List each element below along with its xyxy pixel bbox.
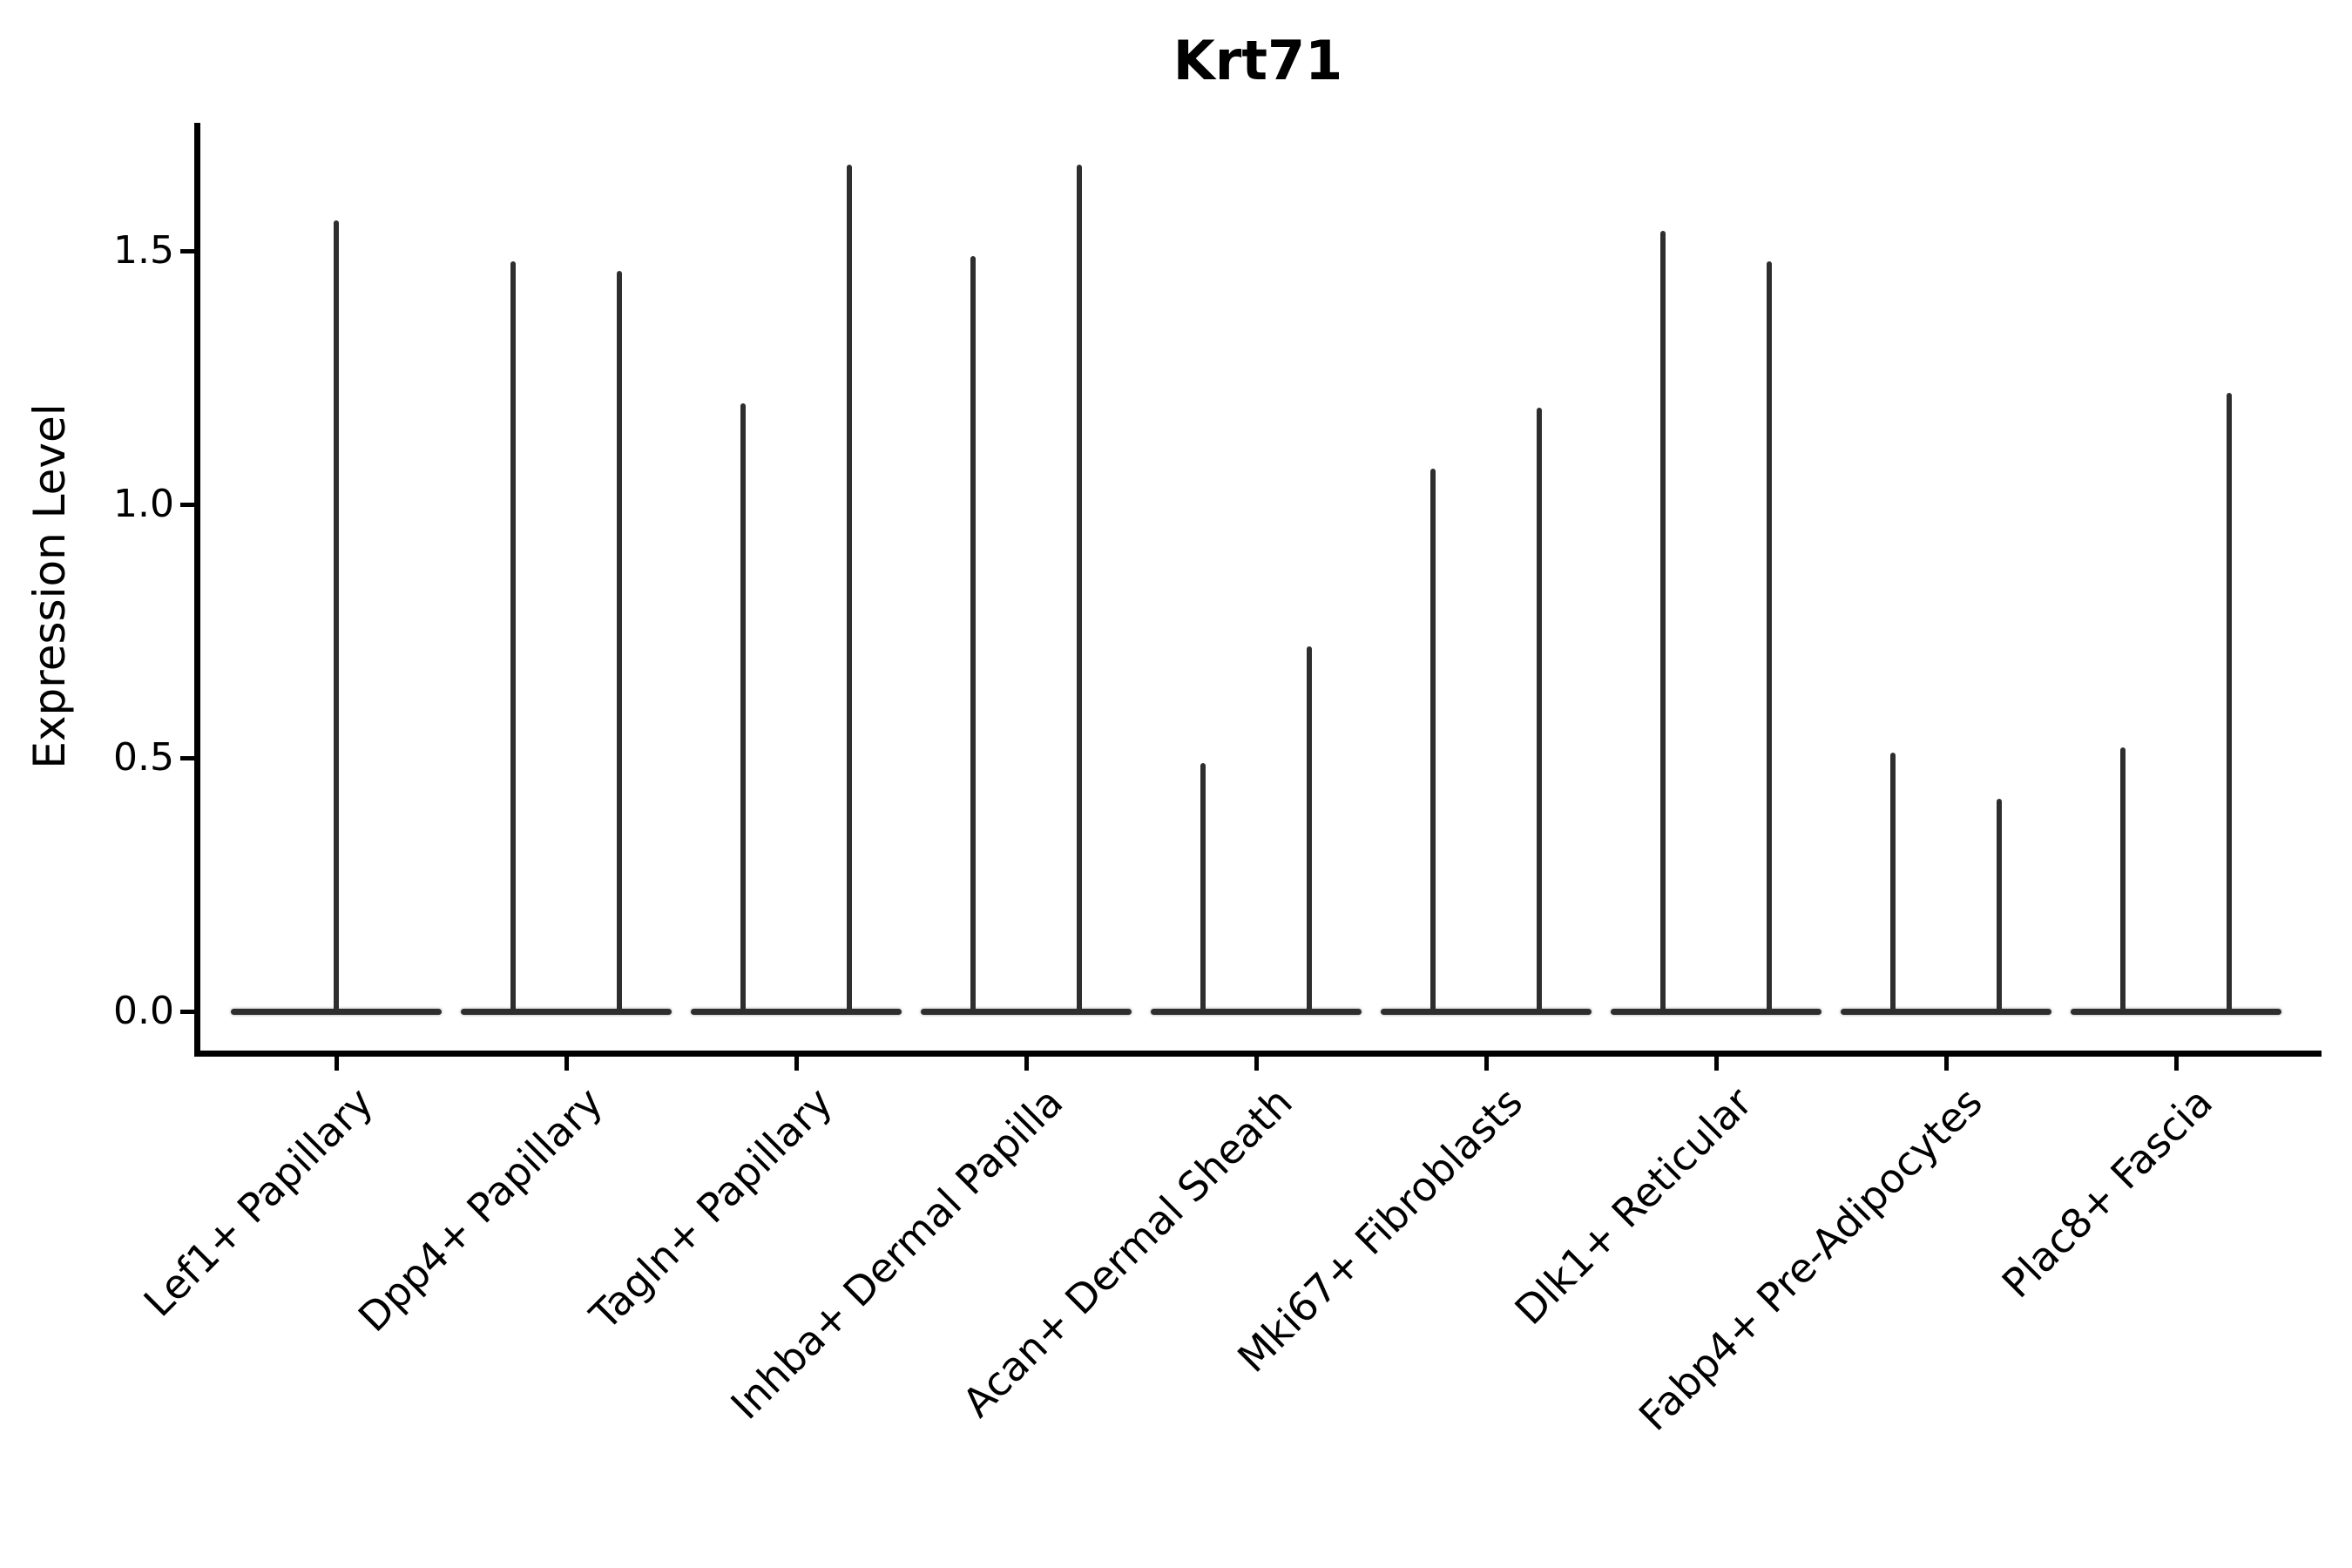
violin-spike — [1996, 798, 2002, 1011]
violin-base — [690, 1009, 902, 1015]
x-tick — [1254, 1057, 1259, 1071]
y-tick — [180, 1010, 194, 1014]
violin-spike — [1890, 753, 1896, 1011]
violin-spike — [1766, 260, 1772, 1011]
x-tick-label: Lef1+ Papillary — [134, 1078, 382, 1326]
violin-spike — [1536, 408, 1542, 1011]
x-tick — [794, 1057, 799, 1071]
violin-spike — [1660, 230, 1666, 1011]
violin-spike — [846, 165, 852, 1011]
x-tick-label: Plac8+ Fascia — [1992, 1078, 2222, 1308]
x-tick — [2174, 1057, 2179, 1071]
violin-spike — [334, 220, 339, 1011]
x-tick-label: Dlk1+ Reticular — [1505, 1078, 1762, 1335]
y-axis-spine — [194, 123, 200, 1057]
y-tick-label: 0.5 — [113, 735, 174, 780]
violin-spike — [510, 260, 517, 1011]
violin-spike — [2226, 392, 2232, 1011]
x-tick — [1484, 1057, 1489, 1071]
x-tick-label: Tagln+ Papillary — [581, 1078, 842, 1339]
x-tick-label: Dpp4+ Papillary — [348, 1078, 612, 1342]
violin-spike — [1430, 469, 1436, 1011]
y-tick-label: 1.0 — [113, 482, 174, 526]
x-axis-spine — [194, 1051, 2322, 1057]
violin-spike — [616, 271, 622, 1011]
y-tick — [180, 503, 194, 507]
x-tick — [1944, 1057, 1949, 1071]
violin-spike — [740, 402, 747, 1011]
violin-base — [1840, 1009, 2052, 1015]
y-tick — [180, 249, 194, 253]
violin-base — [1150, 1009, 1362, 1015]
violin-base — [1610, 1009, 1822, 1015]
x-tick — [1024, 1057, 1029, 1071]
violin-base — [230, 1009, 443, 1015]
x-tick — [564, 1057, 569, 1071]
violin-spike — [1076, 165, 1082, 1011]
violin-base — [460, 1009, 672, 1015]
y-tick-label: 0.0 — [113, 989, 174, 1033]
violin-base — [2070, 1009, 2282, 1015]
violin-spike — [970, 255, 977, 1011]
x-tick — [335, 1057, 339, 1071]
chart-title: Krt71 — [1173, 29, 1343, 92]
violin-spike — [1200, 762, 1206, 1011]
y-tick-label: 1.5 — [113, 228, 174, 273]
violin-base — [1380, 1009, 1592, 1015]
y-axis-label-text: Expression Level — [24, 403, 75, 769]
y-tick — [180, 756, 194, 760]
violin-spike — [1306, 645, 1312, 1011]
violin-base — [920, 1009, 1132, 1015]
x-tick — [1714, 1057, 1719, 1071]
violin-spike — [2120, 747, 2126, 1011]
